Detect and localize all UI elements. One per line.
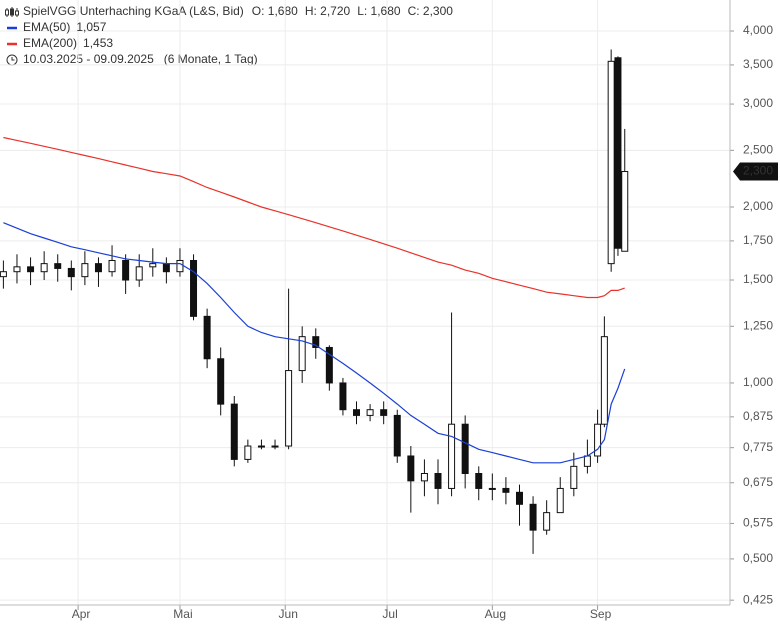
candle-body <box>461 423 469 475</box>
y-tick-label: 2,500 <box>743 143 773 157</box>
y-tick-label: 0,425 <box>743 592 773 606</box>
candle-body <box>230 403 238 460</box>
y-tick-label: 0,675 <box>743 475 773 489</box>
ema-line <box>3 136 625 299</box>
x-tick-label: Aug <box>485 607 506 621</box>
candle-body <box>217 358 225 405</box>
candle-body <box>556 487 564 514</box>
candle-body <box>162 263 170 273</box>
candle-body <box>94 263 102 273</box>
candle-body <box>607 60 615 265</box>
ohlc-label: L: 1,680 <box>357 4 401 18</box>
candle-body <box>339 382 347 411</box>
y-tick-label: 0,575 <box>743 516 773 530</box>
ema-line <box>3 222 626 464</box>
y-tick-label: 1,750 <box>743 233 773 247</box>
candle-body <box>380 409 388 416</box>
candle-body <box>81 263 89 278</box>
header: SpielVGG Unterhaching KGaA (L&S, Bid) O:… <box>5 4 454 66</box>
candle-body <box>393 414 401 457</box>
candle-body <box>353 409 361 416</box>
candle-body <box>67 267 75 278</box>
x-tick-label: Jul <box>382 607 397 621</box>
candle-body <box>594 423 602 457</box>
candle-body <box>600 336 608 425</box>
candle-body <box>420 473 428 482</box>
y-tick-label: 3,500 <box>743 57 773 71</box>
candle-body <box>583 455 591 467</box>
candle-body <box>448 423 456 489</box>
candle-body <box>40 263 48 273</box>
candle-body <box>13 266 21 273</box>
candle-body <box>135 266 143 281</box>
candle-body <box>54 263 62 269</box>
candle-body <box>325 346 333 384</box>
candle-body <box>515 491 523 505</box>
y-tick-label: 4,000 <box>743 23 773 37</box>
candle-body <box>257 445 265 448</box>
candle-body <box>614 57 622 249</box>
candle-body <box>475 473 483 489</box>
candle-body <box>434 473 442 489</box>
candle-body <box>27 266 35 273</box>
y-tick-label: 1,250 <box>743 318 773 332</box>
x-tick-label: Mai <box>173 607 192 621</box>
y-tick-label: 1,500 <box>743 272 773 286</box>
candle-body <box>529 503 537 531</box>
candle-body <box>244 445 252 460</box>
x-tick-label: Jun <box>279 607 298 621</box>
period: (6 Monate, 1 Tag) <box>164 52 258 66</box>
date-range: 10.03.2025 - 09.09.2025 <box>23 52 154 66</box>
candle-body <box>108 259 116 273</box>
clock-icon <box>6 54 18 66</box>
y-tick-label: 3,000 <box>743 96 773 110</box>
candles <box>0 49 629 554</box>
y-tick-label: 2,000 <box>743 199 773 213</box>
candle-body <box>190 259 198 317</box>
candle-body <box>621 171 629 252</box>
ohlc-label: C: 2,300 <box>408 4 454 18</box>
candle-body <box>203 315 211 360</box>
candle-body <box>366 409 374 416</box>
candle-body <box>488 487 496 490</box>
legend-label: EMA(200) <box>23 36 77 50</box>
candle-body <box>271 445 279 448</box>
ohlc-label: O: 1,680 <box>252 4 298 18</box>
chart-type-icon <box>5 7 19 17</box>
candle-body <box>543 512 551 531</box>
candle-body <box>298 336 306 372</box>
chart-title: SpielVGG Unterhaching KGaA (L&S, Bid) <box>23 4 244 18</box>
candle-body <box>502 487 510 493</box>
candle-body <box>570 465 578 489</box>
x-tick-label: Apr <box>72 607 91 621</box>
legend-label: EMA(50) <box>23 20 70 34</box>
candle-body <box>285 370 293 447</box>
last-price-box <box>733 162 778 181</box>
y-tick-label: 0,775 <box>743 440 773 454</box>
ohlc-label: H: 2,720 <box>305 4 351 18</box>
last-price-label: 2,300 <box>743 164 773 178</box>
legend-value: 1,453 <box>83 36 113 50</box>
candle-body <box>407 455 415 482</box>
candle-body <box>149 263 157 268</box>
y-tick-label: 1,000 <box>743 375 773 389</box>
x-tick-label: Sep <box>590 607 612 621</box>
candle-body <box>0 271 7 278</box>
y-tick-label: 0,875 <box>743 409 773 423</box>
last-price-tag: 2,300 <box>733 162 778 181</box>
candle-body <box>312 336 320 348</box>
candle-body <box>176 259 184 273</box>
y-tick-label: 0,500 <box>743 551 773 565</box>
legend-value: 1,057 <box>76 20 106 34</box>
candle-body <box>122 259 130 281</box>
